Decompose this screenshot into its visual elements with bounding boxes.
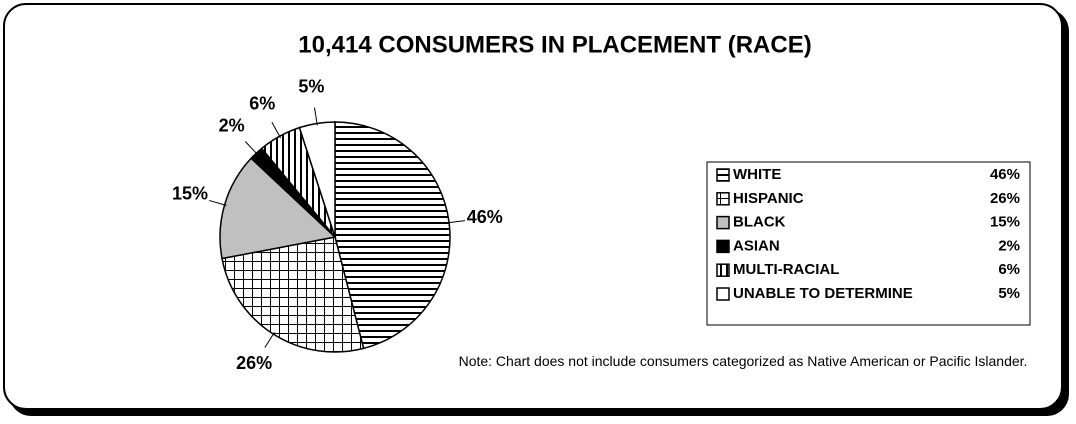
data-label: 2% xyxy=(219,116,245,136)
legend-value: 15% xyxy=(990,214,1020,231)
legend-label: UNABLE TO DETERMINE xyxy=(733,285,913,302)
data-label: 26% xyxy=(236,353,272,373)
leader-line xyxy=(447,220,466,224)
legend-swatch xyxy=(716,239,730,254)
legend-label: BLACK xyxy=(733,214,786,231)
leader-line xyxy=(264,332,275,348)
data-label: 5% xyxy=(298,77,324,97)
leader-line xyxy=(314,107,318,126)
legend-swatch xyxy=(716,192,730,206)
legend-value: 26% xyxy=(990,190,1020,207)
leader-line xyxy=(209,199,227,206)
legend-label: MULTI-RACIAL xyxy=(733,261,839,278)
legend-swatch xyxy=(716,287,730,301)
chart-title: 10,414 CONSUMERS IN PLACEMENT (RACE) xyxy=(298,31,811,58)
data-label: 6% xyxy=(249,93,275,113)
legend-swatch xyxy=(716,168,730,182)
data-label: 15% xyxy=(172,184,208,204)
note: Note: Chart does not include consumers c… xyxy=(458,353,1028,369)
legend-value: 2% xyxy=(998,237,1020,254)
legend-label: ASIAN xyxy=(733,237,780,254)
legend-value: 6% xyxy=(998,261,1020,278)
legend-box xyxy=(706,161,1031,326)
leader-line xyxy=(244,141,259,155)
legend-value: 5% xyxy=(998,285,1020,302)
legend-label: WHITE xyxy=(733,166,781,183)
legend-value: 46% xyxy=(990,166,1020,183)
legend-label: HISPANIC xyxy=(733,190,804,207)
legend-swatch xyxy=(716,263,730,277)
legend-swatch xyxy=(716,215,730,230)
data-label: 46% xyxy=(467,207,503,227)
leader-line xyxy=(271,121,281,139)
